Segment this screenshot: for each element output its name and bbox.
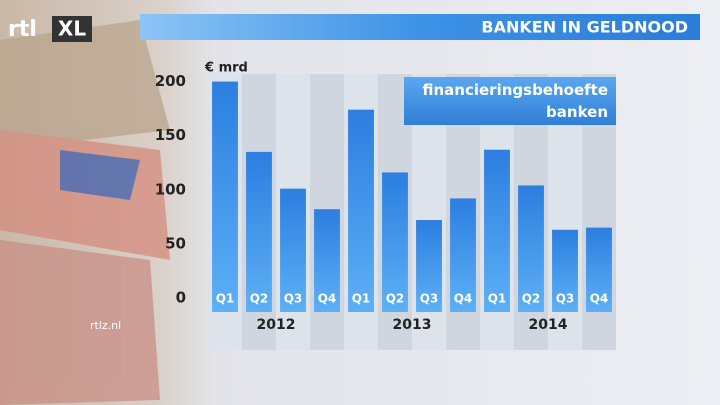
bar	[552, 229, 578, 312]
logo-rtl: rtl	[8, 17, 37, 42]
x-tick-label: Q2	[522, 292, 541, 306]
y-tick-label: 150	[155, 126, 186, 144]
bar	[518, 185, 544, 312]
bar	[246, 151, 272, 312]
banknotes	[0, 20, 170, 405]
y-tick-label: 0	[176, 289, 186, 307]
logo-xl: XL	[58, 17, 86, 41]
x-tick-label: Q1	[352, 292, 371, 306]
bar	[212, 81, 238, 312]
x-tick-label: Q3	[284, 292, 303, 306]
x-tick-label: Q1	[216, 292, 235, 306]
x-group-label: 2012	[257, 317, 296, 333]
legend: financieringsbehoefte banken	[404, 77, 616, 125]
y-tick-label: 50	[165, 234, 186, 252]
x-group-label: 2014	[529, 317, 568, 333]
x-tick-label: Q4	[318, 292, 337, 306]
x-tick-label: Q2	[250, 292, 269, 306]
bar	[416, 220, 442, 312]
y-tick-label: 200	[155, 72, 186, 90]
x-tick-label: Q4	[454, 292, 473, 306]
x-tick-label: Q3	[420, 292, 439, 306]
bar	[348, 109, 374, 312]
title-banner	[140, 14, 700, 40]
x-tick-label: Q4	[590, 292, 609, 306]
bar	[280, 188, 306, 312]
y-axis-unit: € mrd	[204, 61, 248, 76]
legend-label: financieringsbehoefte banken	[422, 81, 608, 121]
bar	[382, 172, 408, 312]
bar	[586, 227, 612, 312]
bar	[314, 209, 340, 312]
y-tick-label: 100	[155, 180, 186, 198]
bar	[450, 198, 476, 312]
x-tick-label: Q2	[386, 292, 405, 306]
x-group-label: 2013	[393, 317, 432, 333]
bar	[484, 149, 510, 312]
watermark: rtlz.nl	[90, 319, 121, 332]
logo-box	[52, 16, 92, 42]
x-tick-label: Q3	[556, 292, 575, 306]
x-tick-label: Q1	[488, 292, 507, 306]
chart-title: BANKEN IN GELDNOOD	[481, 18, 688, 37]
